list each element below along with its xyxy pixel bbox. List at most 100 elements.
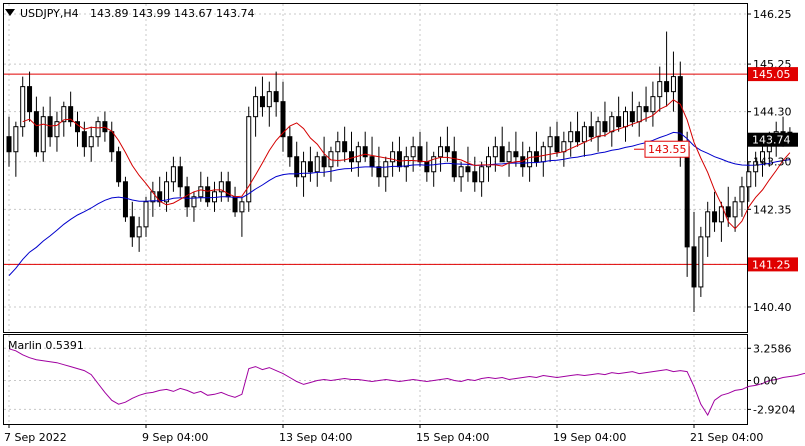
candle-body: [307, 161, 313, 173]
candle-body: [13, 126, 19, 153]
candle-body: [355, 146, 361, 163]
oscillator-frame: [3, 334, 748, 425]
candle-body: [636, 106, 642, 123]
candle-body: [732, 201, 738, 218]
ma-marker-label: 143.55: [648, 143, 687, 156]
oscillator-grid: [4, 335, 747, 424]
candle-body: [164, 181, 170, 203]
candle-body: [376, 166, 382, 178]
candle-body: [424, 161, 430, 173]
candle-body: [670, 76, 676, 93]
candle-body: [739, 186, 745, 203]
candle-body: [677, 76, 683, 148]
candle-body: [527, 151, 533, 168]
candle-body: [301, 161, 307, 178]
candle-body: [520, 156, 526, 168]
candle-body: [712, 211, 718, 223]
candle-body: [342, 141, 348, 153]
osc-tick-label: -2.9204: [753, 403, 795, 416]
candle-body: [725, 206, 731, 218]
candle-body: [109, 131, 115, 153]
candle-body: [561, 141, 567, 153]
candle-body: [328, 151, 334, 168]
candle-body: [27, 86, 33, 113]
candle-body: [643, 106, 649, 113]
candle-body: [547, 136, 553, 148]
candle-body: [150, 191, 156, 203]
candle-body: [129, 216, 135, 238]
candle-body: [403, 156, 409, 168]
candle-body: [568, 131, 574, 143]
candle-body: [232, 196, 238, 213]
candle-body: [396, 151, 402, 168]
candle-body: [20, 86, 26, 128]
candle-body: [47, 116, 53, 138]
candle-body: [321, 156, 327, 168]
candle-body: [575, 131, 581, 143]
time-tick-label: 9 Sep 04:00: [142, 431, 208, 444]
candle-body: [362, 146, 368, 158]
candle-body: [6, 136, 12, 153]
candle-body: [54, 121, 60, 138]
candle-body: [684, 146, 690, 248]
candle-body: [609, 116, 615, 133]
slow-ma-line: [8, 131, 790, 276]
current-price-label: 143.74: [752, 134, 791, 147]
candle-body: [369, 156, 375, 168]
moving-averages: [8, 99, 791, 276]
candle-body: [294, 156, 300, 178]
candle-body: [760, 151, 765, 163]
ohlc-label: 143.89 143.99 143.67 143.74: [90, 7, 254, 20]
horizontal-levels: [4, 73, 747, 265]
chart-menu-icon[interactable]: [5, 9, 15, 16]
candlesticks: [6, 31, 793, 312]
candle-body: [287, 136, 293, 158]
candle-body: [273, 91, 279, 103]
candle-body: [280, 101, 286, 138]
candle-body: [68, 106, 74, 123]
candle-body: [266, 91, 272, 108]
candle-body: [540, 146, 546, 163]
candle-body: [253, 96, 259, 118]
candle-body: [506, 151, 512, 163]
candle-body: [170, 166, 176, 183]
candle-body: [602, 121, 608, 133]
candle-body: [753, 161, 759, 173]
current-price-badge: [748, 132, 798, 147]
candle-body: [335, 141, 341, 153]
candle-body: [88, 136, 94, 148]
time-tick-label: 21 Sep 04:00: [690, 431, 763, 444]
candle-body: [383, 161, 389, 178]
candle-body: [479, 166, 485, 183]
oscillator-line: [8, 348, 805, 417]
candle-body: [513, 151, 519, 158]
candle-body: [143, 201, 149, 228]
fast-ma-line: [22, 99, 791, 230]
candle-body: [95, 121, 101, 138]
candle-body: [623, 111, 628, 128]
candle-body: [629, 111, 635, 123]
candle-body: [417, 146, 423, 163]
time-tick-label: 15 Sep 04:00: [416, 431, 489, 444]
candle-body: [61, 106, 67, 123]
candle-body: [472, 171, 478, 183]
level-label: 141.25: [752, 258, 791, 271]
candle-body: [314, 156, 320, 173]
candle-body: [486, 156, 491, 168]
candle-body: [390, 151, 396, 163]
candle-body: [458, 166, 464, 178]
candle-body: [212, 191, 217, 203]
time-tick-label: 19 Sep 04:00: [553, 431, 626, 444]
candle-body: [698, 236, 704, 288]
symbol-label: USDJPY,H4: [20, 7, 79, 20]
candle-body: [410, 146, 416, 158]
candle-body: [657, 81, 663, 98]
candle-body: [664, 81, 670, 93]
candle-body: [198, 186, 204, 198]
price-tick-label: 144.30: [753, 106, 792, 119]
candle-body: [705, 211, 711, 238]
candle-body: [746, 171, 752, 188]
candle-body: [205, 186, 211, 203]
candle-body: [239, 201, 245, 213]
